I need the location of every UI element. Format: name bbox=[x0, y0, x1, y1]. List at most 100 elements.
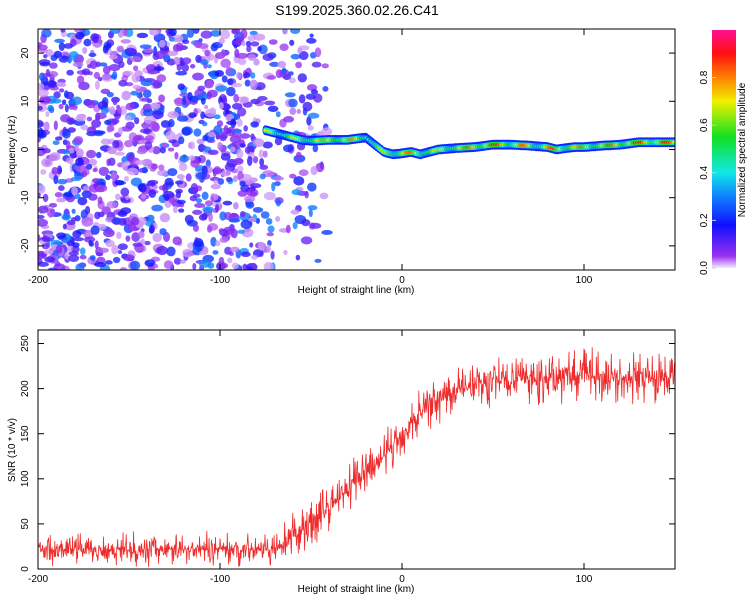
noise-blob bbox=[38, 105, 43, 111]
noise-blob bbox=[243, 125, 248, 132]
y-tick-label: 200 bbox=[20, 380, 31, 397]
noise-blob bbox=[120, 39, 132, 44]
noise-blob bbox=[60, 29, 66, 33]
noise-blob bbox=[87, 64, 92, 69]
noise-blob bbox=[262, 53, 274, 61]
noise-blob bbox=[156, 74, 167, 83]
noise-blob bbox=[141, 97, 151, 102]
noise-blob bbox=[192, 262, 197, 270]
noise-blob bbox=[207, 132, 216, 138]
noise-blob bbox=[158, 164, 165, 171]
noise-blob bbox=[202, 206, 214, 214]
noise-blob bbox=[193, 128, 202, 137]
noise-blob bbox=[291, 189, 301, 196]
noise-blob bbox=[178, 162, 188, 172]
noise-blob bbox=[237, 107, 247, 117]
noise-blob bbox=[221, 96, 228, 106]
noise-blob bbox=[257, 241, 266, 251]
noise-blob bbox=[65, 195, 75, 203]
noise-blob bbox=[293, 176, 305, 186]
noise-blob bbox=[86, 99, 96, 109]
noise-blob bbox=[142, 166, 148, 174]
noise-blob bbox=[124, 47, 137, 57]
noise-blob bbox=[311, 61, 322, 68]
noise-blob bbox=[219, 132, 228, 140]
noise-blob bbox=[194, 203, 206, 208]
noise-blob bbox=[245, 201, 255, 209]
noise-blob bbox=[237, 58, 247, 65]
noise-blob bbox=[110, 171, 117, 181]
noise-blob bbox=[132, 84, 141, 90]
noise-blob bbox=[212, 250, 219, 255]
noise-blob bbox=[137, 230, 145, 239]
noise-blob bbox=[197, 85, 206, 91]
noise-blob bbox=[53, 120, 58, 131]
x-tick-label: -100 bbox=[210, 574, 230, 585]
noise-blob bbox=[284, 92, 296, 98]
noise-blob bbox=[75, 157, 84, 167]
noise-blob bbox=[239, 143, 246, 148]
chart-title: S199.2025.360.02.26.C41 bbox=[275, 2, 439, 18]
noise-blob bbox=[149, 121, 159, 131]
noise-blob bbox=[299, 51, 309, 61]
noise-blob bbox=[270, 250, 275, 260]
noise-blob bbox=[288, 71, 294, 76]
noise-blob bbox=[43, 54, 48, 59]
noise-blob bbox=[97, 196, 103, 205]
noise-blob bbox=[305, 93, 316, 100]
noise-blob bbox=[249, 30, 258, 36]
noise-blob bbox=[102, 65, 111, 75]
noise-blob bbox=[45, 68, 50, 77]
noise-blob bbox=[139, 44, 152, 49]
noise-blob bbox=[213, 114, 221, 120]
noise-blob bbox=[152, 79, 160, 89]
ridge-point bbox=[672, 140, 675, 144]
noise-blob bbox=[74, 215, 81, 222]
noise-blob bbox=[117, 107, 122, 115]
noise-blob bbox=[162, 183, 169, 194]
noise-blob bbox=[202, 135, 209, 142]
noise-blob bbox=[106, 43, 112, 49]
noise-blob bbox=[38, 184, 46, 194]
noise-blob bbox=[166, 246, 176, 257]
noise-blob bbox=[297, 73, 308, 83]
noise-blob bbox=[283, 249, 288, 256]
noise-blob bbox=[136, 148, 147, 155]
x-tick-label: 100 bbox=[576, 574, 593, 585]
noise-blob bbox=[57, 185, 65, 192]
colorbar-tick-label: 0.8 bbox=[699, 70, 710, 84]
noise-blob bbox=[91, 124, 96, 131]
bottom-axes-frame bbox=[37, 329, 676, 570]
noise-blob bbox=[250, 98, 261, 105]
noise-blob bbox=[46, 79, 57, 88]
noise-blob bbox=[201, 191, 209, 200]
noise-blob bbox=[309, 222, 322, 229]
noise-blob bbox=[204, 108, 217, 118]
noise-blob bbox=[237, 229, 246, 234]
noise-blob bbox=[215, 85, 228, 92]
noise-blob bbox=[70, 176, 82, 182]
noise-blob bbox=[57, 178, 68, 185]
noise-blob bbox=[71, 208, 76, 214]
noise-blob bbox=[268, 39, 278, 45]
noise-blob bbox=[195, 198, 203, 204]
noise-blob bbox=[173, 257, 182, 265]
noise-blob bbox=[321, 230, 333, 235]
noise-blob bbox=[236, 52, 249, 59]
noise-blob bbox=[218, 37, 225, 45]
noise-blob bbox=[282, 29, 288, 35]
noise-blob bbox=[43, 121, 50, 132]
noise-blob bbox=[117, 210, 128, 217]
noise-blob bbox=[307, 125, 314, 131]
x-tick-label: -200 bbox=[28, 275, 48, 286]
noise-blob bbox=[89, 255, 96, 261]
noise-blob bbox=[158, 39, 166, 48]
noise-blob bbox=[150, 163, 158, 170]
noise-blob bbox=[112, 256, 121, 264]
noise-blob bbox=[197, 92, 208, 101]
noise-blob bbox=[213, 179, 218, 186]
noise-blob bbox=[98, 223, 107, 230]
noise-blob bbox=[167, 50, 179, 56]
noise-blob bbox=[51, 166, 59, 175]
noise-blob bbox=[290, 209, 300, 215]
